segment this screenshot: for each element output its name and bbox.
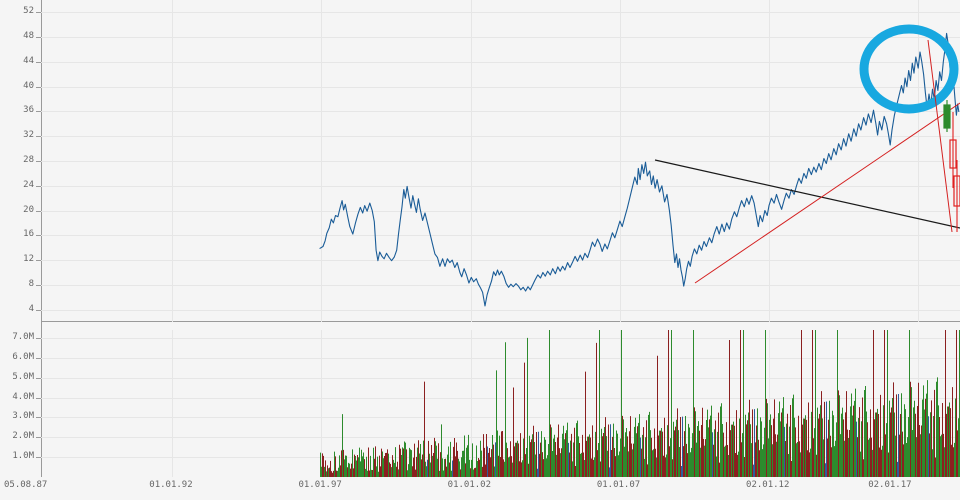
price-tick-mark — [36, 211, 41, 212]
price-tick-mark — [36, 87, 41, 88]
chart-annotations[interactable] — [654, 24, 960, 284]
price-tick-mark — [36, 136, 41, 137]
price-tick-mark — [36, 111, 41, 112]
price-gridlines — [41, 0, 960, 322]
price-tick-mark — [36, 260, 41, 261]
volume-tick-mark — [36, 457, 41, 458]
candlestick-group — [943, 100, 960, 232]
volume-tick-mark — [36, 358, 41, 359]
price-tick-label: 44 — [23, 55, 34, 66]
volume-tick-mark — [36, 378, 41, 379]
x-tick-label: 01.01.92 — [149, 480, 193, 490]
price-tick-mark — [36, 285, 41, 286]
volume-tick-mark — [36, 338, 41, 339]
price-tick-mark — [36, 12, 41, 13]
price-tick-mark — [36, 62, 41, 63]
candle-up — [943, 104, 951, 129]
volume-tick-label: 3.0M — [12, 411, 34, 422]
price-tick-label: 40 — [23, 80, 34, 91]
price-tick-mark — [36, 235, 41, 236]
x-tick-label: 02.01.17 — [868, 480, 912, 490]
price-tick-label: 20 — [23, 204, 34, 215]
volume-tick-label: 1.0M — [12, 451, 34, 462]
highlight-circle[interactable] — [859, 24, 959, 114]
price-tick-mark — [36, 310, 41, 311]
x-tick-label: 02.01.12 — [746, 480, 790, 490]
x-tick-label: 05.08.87 — [4, 480, 48, 490]
x-tick-label: 01.01.02 — [447, 480, 492, 490]
price-line-series — [319, 32, 960, 307]
volume-tick-label: 6.0M — [12, 351, 34, 362]
resistance-trendline[interactable] — [654, 159, 960, 229]
candle-down-1 — [949, 139, 957, 169]
volume-tick-mark — [36, 437, 41, 438]
price-tick-mark — [36, 186, 41, 187]
candle-down-2 — [953, 175, 960, 207]
volume-tick-label: 2.0M — [12, 431, 34, 442]
price-tick-label: 8 — [28, 278, 34, 289]
price-tick-label: 52 — [23, 6, 34, 17]
price-tick-mark — [36, 161, 41, 162]
price-tick-label: 12 — [23, 254, 34, 265]
price-tick-label: 48 — [23, 31, 34, 42]
x-tick-label: 01.01.97 — [298, 480, 342, 490]
volume-tick-mark — [36, 398, 41, 399]
support-trendline[interactable] — [694, 102, 960, 284]
price-tick-label: 16 — [23, 229, 34, 240]
price-tick-label: 4 — [28, 303, 34, 314]
volume-tick-label: 7.0M — [12, 331, 34, 342]
y-axis-line — [41, 0, 42, 477]
volume-tick-label: 5.0M — [12, 371, 34, 382]
x-tick-label: 01.01.07 — [596, 480, 641, 490]
price-tick-label: 24 — [23, 179, 34, 190]
price-tick-mark — [36, 37, 41, 38]
volume-tick-label: 4.0M — [12, 391, 34, 402]
breakdown-trendline[interactable] — [927, 39, 953, 233]
volume-tick-mark — [36, 417, 41, 418]
price-tick-label: 32 — [23, 130, 34, 141]
price-tick-label: 28 — [23, 155, 34, 165]
price-tick-label: 36 — [23, 105, 34, 116]
volume-bars — [320, 330, 960, 477]
